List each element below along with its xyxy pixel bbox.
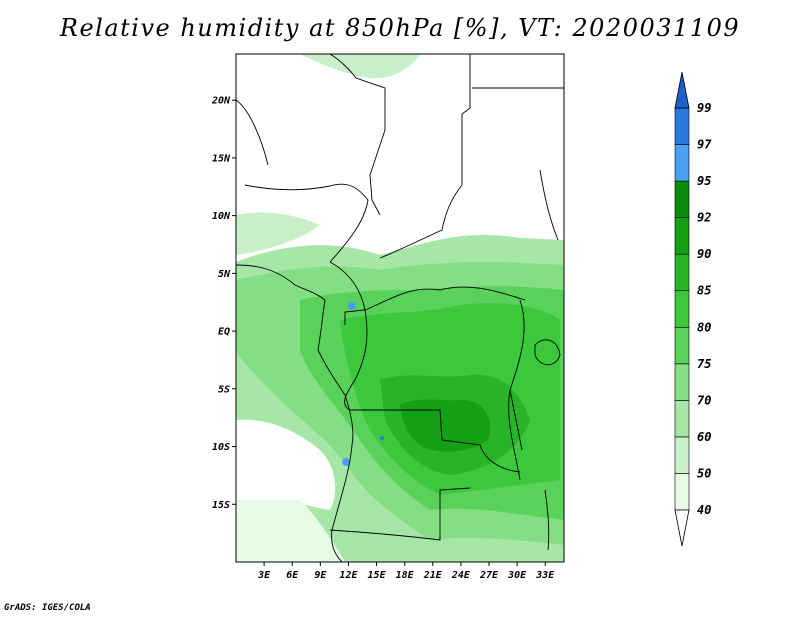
longitude-axis: 3E 6E 9E 12E 15E 18E 21E 24E 27E 30E 33E: [257, 562, 555, 581]
border-niger-chad: [329, 54, 386, 216]
lon-tick-label: 33E: [535, 570, 555, 581]
map-title: Relative humidity at 850hPa [%], VT: 202…: [59, 14, 741, 42]
country-borders: [236, 54, 564, 562]
humidity-region-60-west: [236, 212, 320, 255]
lake-malawi: [544, 489, 550, 551]
humidity-region-50: [236, 500, 345, 562]
lon-tick-label: 27E: [479, 570, 499, 581]
lat-tick-label: EQ: [218, 327, 230, 338]
border-congo-drc: [344, 309, 368, 411]
humidity-region-95: [400, 399, 491, 452]
colorbar: 40 50 60 70 75 80 85 90 92 95 97 99: [674, 71, 712, 547]
lat-tick-label: 15N: [212, 153, 231, 164]
colorbar-label: 40: [697, 503, 711, 517]
humidity-field: [236, 54, 564, 562]
border-car: [364, 286, 526, 311]
colorbar-arrow-bottom: [674, 509, 690, 547]
colorbar-box-50: [674, 473, 690, 511]
lat-tick-label: 5S: [218, 384, 230, 395]
lon-tick-label: 15E: [368, 570, 387, 581]
lon-tick-label: 21E: [423, 570, 443, 581]
lon-tick-label: 18E: [396, 570, 415, 581]
coastline-west: [236, 264, 354, 562]
lat-tick-label: 10S: [212, 442, 230, 453]
lat-tick-label: 20N: [211, 96, 231, 107]
humidity-region-60: [300, 54, 420, 79]
colorbar-label: 90: [697, 247, 711, 261]
colorbar-label: 80: [697, 320, 711, 334]
colorbar-box-92: [674, 217, 690, 255]
colorbar-label: 70: [697, 393, 711, 407]
colorbar-box-80: [674, 326, 690, 365]
humidity-spot-97-a: [348, 302, 356, 310]
map-frame: [235, 53, 565, 563]
colorbar-box-70: [674, 400, 690, 438]
lon-tick-label: 24E: [451, 570, 471, 581]
colorbar-box-99: [674, 107, 690, 145]
border-chad-sudan: [379, 184, 463, 259]
border-north-mali: [236, 99, 269, 166]
colorbar-label: 60: [697, 430, 711, 444]
lat-tick-label: 15S: [212, 500, 230, 511]
border-nigeria: [244, 183, 369, 263]
border-libya-egypt: [461, 54, 471, 185]
colorbar-label: 75: [697, 357, 711, 371]
lon-tick-label: 6E: [286, 570, 299, 581]
grads-credit: GrADS: IGES/COLA: [4, 603, 91, 613]
lat-tick-label: 5N: [218, 269, 231, 280]
humidity-spot-97-b: [342, 458, 350, 466]
colorbar-box-75: [674, 363, 690, 401]
lon-tick-label: 30E: [507, 570, 527, 581]
lon-tick-label: 3E: [257, 570, 271, 581]
dry-region-southwest: [236, 419, 336, 510]
latitude-axis: 20N 15N 10N 5N EQ 5S 10S 15S: [211, 96, 236, 511]
lat-tick-label: 10N: [212, 211, 231, 222]
colorbar-label: 92: [697, 211, 711, 225]
humidity-spot-99: [380, 436, 384, 440]
border-angola-south: [329, 487, 471, 541]
colorbar-box-95: [674, 180, 690, 218]
colorbar-label: 99: [697, 101, 711, 115]
colorbar-label: 85: [697, 284, 711, 298]
colorbar-label: 97: [697, 138, 712, 152]
border-sudan-south: [472, 87, 564, 241]
border-drc-angola: [350, 409, 521, 473]
colorbar-label: 95: [697, 174, 711, 188]
lon-tick-label: 9E: [314, 570, 327, 581]
colorbar-arrow-top: [674, 71, 690, 109]
colorbar-box-60: [674, 436, 690, 474]
colorbar-box-85: [674, 290, 690, 328]
lake-victoria: [534, 339, 561, 366]
colorbar-box-97: [674, 144, 690, 182]
lake-tanganyika: [509, 389, 523, 451]
colorbar-box-90: [674, 253, 690, 292]
lon-tick-label: 12E: [339, 570, 358, 581]
colorbar-label: 50: [697, 466, 711, 480]
